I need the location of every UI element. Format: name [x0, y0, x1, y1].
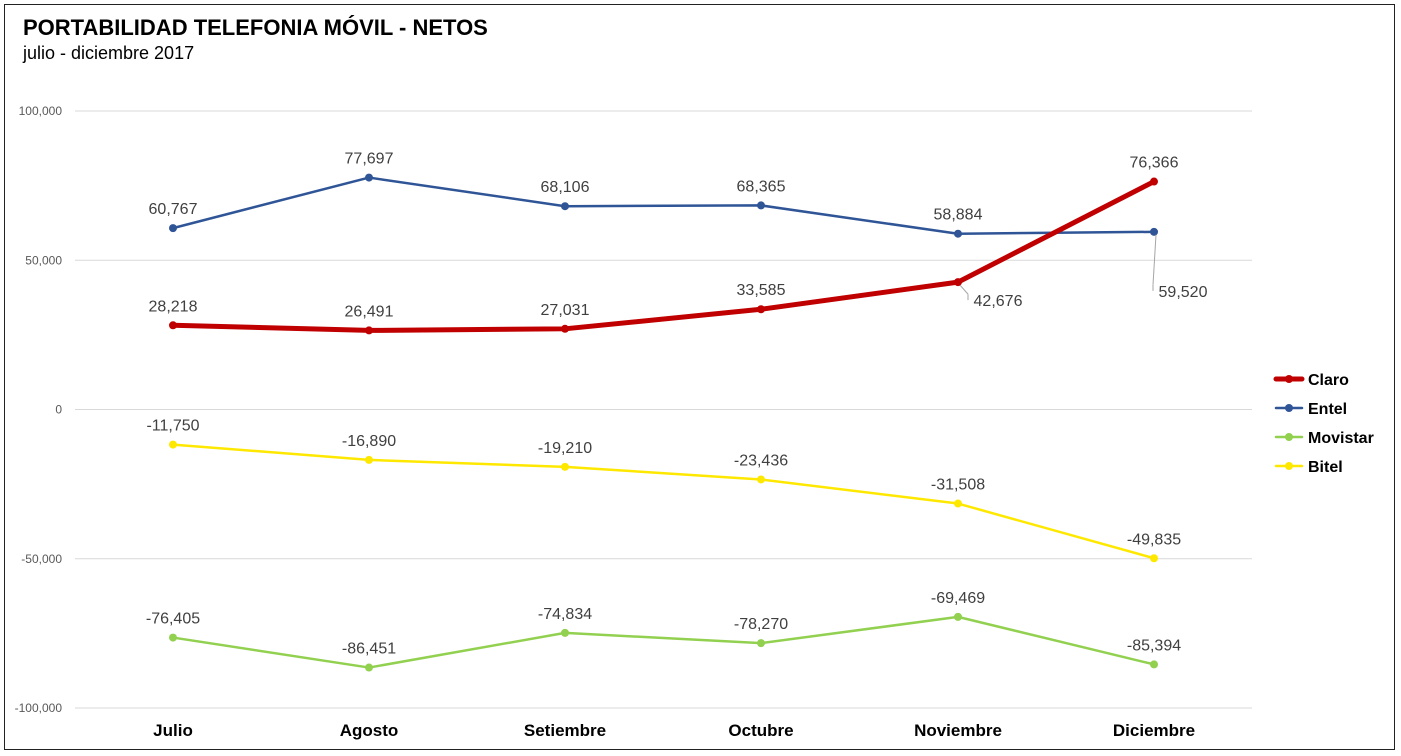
- data-point-bitel: [561, 462, 569, 471]
- data-point-bitel: [954, 499, 962, 508]
- data-labels: 28,218 26,491 27,031 33,585 42,676 76,366 60,7…: [146, 151, 1208, 658]
- legend-marker-entel: [1285, 404, 1293, 412]
- leader-line: [959, 284, 969, 295]
- x-axis-categories: Julio Agosto Setiembre Octubre Noviembre Dici…: [153, 721, 1195, 740]
- data-point-movistar: [757, 639, 765, 648]
- data-label-claro: 26,491: [345, 303, 394, 320]
- data-label-bitel: -19,210: [538, 440, 592, 457]
- legend-label-bitel: Bitel: [1308, 459, 1343, 476]
- series-line-movistar: [171, 615, 1156, 669]
- data-label-entel: 58,884: [934, 207, 983, 224]
- data-point-movistar: [169, 633, 177, 642]
- data-point-claro: [169, 321, 177, 330]
- data-label-claro: 33,585: [737, 282, 786, 299]
- data-point-entel: [1150, 227, 1158, 236]
- y-tick-label: -100,000: [15, 701, 63, 715]
- data-label-claro: 76,366: [1130, 155, 1179, 172]
- data-point-entel: [954, 229, 962, 238]
- y-tick-label: 100,000: [19, 104, 63, 118]
- data-label-bitel: -11,750: [146, 418, 199, 435]
- data-label-movistar: -69,469: [931, 590, 985, 607]
- data-point-claro: [1150, 177, 1158, 186]
- data-point-entel: [561, 202, 569, 211]
- data-label-movistar: -86,451: [342, 641, 396, 658]
- chart-subtitle: julio - diciembre 2017: [23, 43, 195, 63]
- x-category-label: Octubre: [728, 721, 793, 740]
- legend: Claro Entel Movistar Bitel: [1273, 372, 1374, 476]
- gridlines: [75, 110, 1252, 709]
- series-lines: [169, 173, 1158, 672]
- legend-marker-movistar: [1285, 433, 1293, 441]
- x-category-label: Setiembre: [524, 721, 606, 740]
- data-point-claro: [365, 326, 373, 335]
- y-tick-label: 0: [55, 403, 62, 417]
- data-point-movistar: [561, 628, 569, 637]
- data-point-entel: [365, 173, 373, 182]
- data-label-bitel: -16,890: [342, 433, 396, 450]
- leader-line: [1152, 234, 1157, 285]
- data-point-claro: [757, 305, 765, 314]
- x-category-label: Diciembre: [1113, 721, 1195, 740]
- data-point-entel: [169, 224, 177, 233]
- data-label-claro: 27,031: [541, 302, 590, 319]
- legend-marker-bitel: [1285, 462, 1293, 470]
- legend-label-claro: Claro: [1308, 372, 1349, 389]
- data-label-bitel: -31,508: [931, 477, 985, 494]
- data-point-movistar: [954, 612, 962, 621]
- data-label-movistar: -78,270: [734, 616, 788, 633]
- y-tick-label: -50,000: [21, 552, 62, 566]
- data-label-claro: 42,676: [974, 293, 1023, 310]
- data-label-bitel: -23,436: [734, 452, 788, 469]
- x-category-label: Noviembre: [914, 721, 1002, 740]
- legend-marker-claro: [1285, 375, 1293, 383]
- data-label-movistar: -74,834: [538, 606, 592, 623]
- data-point-claro: [561, 324, 569, 333]
- data-label-entel: 60,767: [149, 201, 198, 218]
- y-tick-label: 50,000: [25, 253, 62, 267]
- data-label-entel: 77,697: [345, 151, 394, 168]
- series-line-bitel: [171, 443, 1156, 560]
- data-point-entel: [757, 201, 765, 210]
- data-label-entel: 59,520: [1159, 284, 1208, 301]
- chart-frame: [4, 4, 1395, 750]
- data-point-movistar: [365, 663, 373, 672]
- data-point-claro: [954, 278, 962, 287]
- data-point-bitel: [757, 475, 765, 484]
- series-line-entel: [171, 176, 1156, 235]
- x-category-label: Agosto: [340, 721, 399, 740]
- data-point-movistar: [1150, 660, 1158, 669]
- data-point-bitel: [1150, 554, 1158, 563]
- x-category-label: Julio: [153, 721, 193, 740]
- series-line-claro: [170, 179, 1157, 333]
- y-axis-ticks: 100,000 50,000 0 -50,000 -100,000: [15, 104, 63, 715]
- legend-label-entel: Entel: [1308, 401, 1347, 418]
- data-label-entel: 68,365: [737, 178, 786, 195]
- data-label-bitel: -49,835: [1127, 531, 1181, 548]
- legend-label-movistar: Movistar: [1308, 430, 1374, 447]
- data-label-claro: 28,218: [149, 298, 198, 315]
- data-label-movistar: -76,405: [146, 611, 200, 628]
- data-point-bitel: [169, 440, 177, 449]
- data-label-entel: 68,106: [541, 179, 590, 196]
- data-point-bitel: [365, 455, 373, 464]
- data-label-movistar: -85,394: [1127, 637, 1181, 654]
- chart-title: PORTABILIDAD TELEFONIA MÓVIL - NETOS: [23, 15, 488, 40]
